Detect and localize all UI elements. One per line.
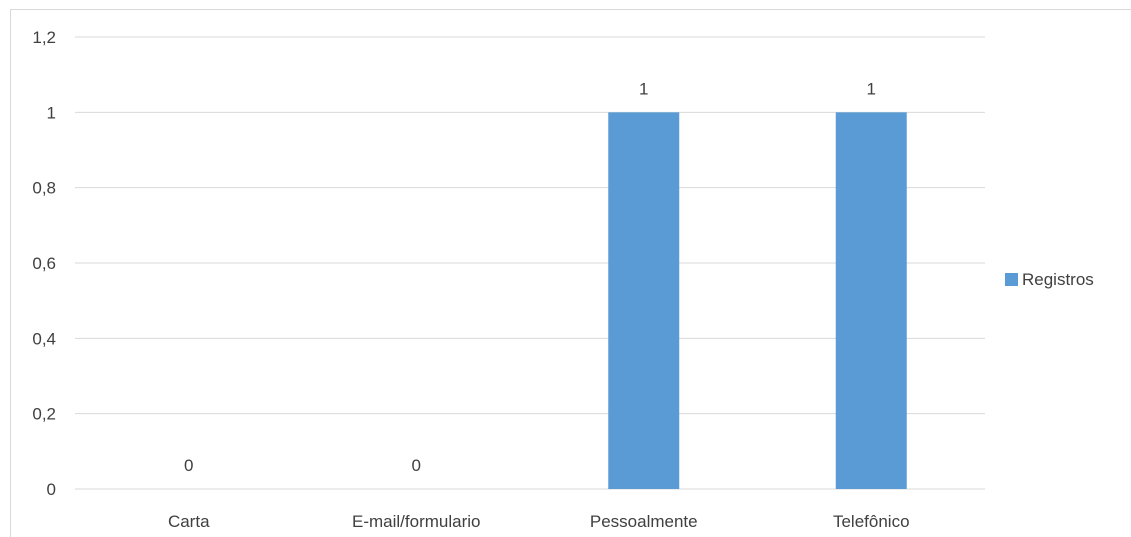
- chart-frame: [10, 9, 1131, 537]
- data-labels: 0 0 1 1: [184, 79, 876, 475]
- bar-pessoalmente: [608, 112, 680, 489]
- data-label: 1: [639, 79, 648, 98]
- y-tick-label: 1: [47, 103, 56, 122]
- legend-swatch-registros: [1005, 273, 1018, 286]
- data-label: 1: [867, 79, 876, 98]
- y-tick-label: 0: [47, 480, 56, 499]
- bars: [608, 112, 907, 489]
- data-label: 0: [412, 456, 421, 475]
- y-tick-label: 0,2: [32, 405, 56, 424]
- x-tick-label: Pessoalmente: [590, 512, 698, 531]
- x-axis-categories: Carta E-mail/formulario Pessoalmente Telefô…: [168, 512, 910, 531]
- x-tick-label: E-mail/formulario: [352, 512, 480, 531]
- y-tick-label: 0,8: [32, 179, 56, 198]
- bar-telef-nico: [835, 112, 907, 489]
- x-tick-label: Telefônico: [833, 512, 910, 531]
- gridlines: [75, 36, 985, 490]
- x-tick-label: Carta: [168, 512, 210, 531]
- data-label: 0: [184, 456, 193, 475]
- y-axis-ticks: 0 0,2 0,4 0,6 0,8 1 1,2: [32, 28, 56, 499]
- legend-label-registros: Registros: [1022, 270, 1094, 289]
- y-tick-label: 0,4: [32, 329, 56, 348]
- y-tick-label: 1,2: [32, 28, 56, 47]
- y-tick-label: 0,6: [32, 254, 56, 273]
- legend: Registros: [1005, 270, 1094, 289]
